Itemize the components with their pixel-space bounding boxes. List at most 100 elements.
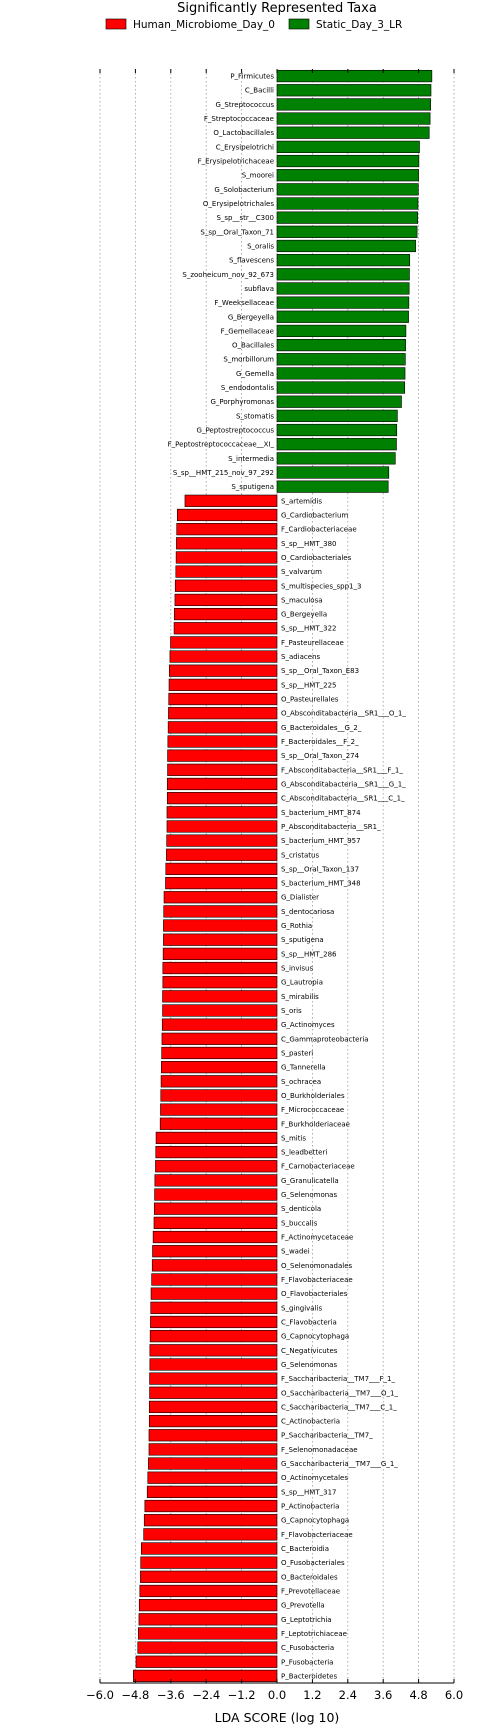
bar: [276, 169, 419, 182]
bar: [152, 1230, 278, 1244]
bar: [148, 1400, 278, 1414]
bar: [166, 848, 278, 861]
taxon-label: S_mirabilis: [281, 993, 319, 1001]
taxon-label: S_sp__HMT_225: [281, 681, 336, 689]
taxon-label: F_Carnobacteriaceae: [281, 1163, 355, 1171]
taxon-label: S_sp__Oral_Taxon_274: [281, 752, 360, 760]
bar: [276, 183, 419, 196]
taxon-label: S_zooheicum_nov_92_673: [182, 271, 274, 279]
taxon-label: S_sp__HMT_317: [281, 1488, 336, 1496]
bar: [276, 84, 432, 97]
taxon-label: C_Erysipelotrichi: [216, 143, 274, 151]
bar: [276, 353, 406, 366]
bar: [151, 1259, 278, 1272]
bar: [149, 1330, 278, 1343]
bar: [276, 254, 411, 267]
taxon-label: F_Weeksellaceae: [214, 299, 274, 307]
bar: [168, 678, 278, 691]
bar: [276, 126, 430, 139]
bar: [276, 423, 398, 437]
x-axis: −6.0 −4.8 −3.6 −2.4 −1.2 0.0 1.2 2.4 3.6 4.8 6.0: [86, 69, 463, 1702]
taxon-label: O_Absconditabacteria__SR1___O_1_: [281, 710, 406, 718]
bar: [162, 947, 278, 960]
bar: [151, 1273, 278, 1286]
taxon-label: O_Actinomycetales: [281, 1474, 348, 1482]
bar: [162, 990, 278, 1003]
bar: [150, 1315, 278, 1329]
bar: [276, 438, 397, 451]
bar: [160, 1075, 278, 1088]
taxon-label: S_sp__str__C300: [216, 214, 274, 222]
taxon-label: subflava: [244, 285, 274, 293]
taxon-label: S_oris: [281, 1007, 302, 1015]
x-tick-label: −1.2: [228, 1688, 256, 1702]
bar: [276, 239, 416, 253]
legend-swatch-static: [288, 18, 310, 30]
taxon-label: G_Streptococcus: [215, 101, 274, 109]
taxon-label: S_sp__Oral_Taxon_E83: [281, 667, 359, 675]
taxon-label: P_Fusobacteria: [281, 1658, 333, 1666]
taxon-label: S_sp__Oral_Taxon_137: [281, 865, 359, 873]
bar: [148, 1414, 278, 1428]
taxon-label: C_Gammaproteobacteria: [281, 1035, 369, 1043]
taxon-label: G_Solobacterium: [214, 186, 274, 194]
bar: [138, 1599, 278, 1612]
taxon-label: S_endodontalis: [221, 384, 274, 392]
taxon-label: F_Flavobacteriaceae: [281, 1276, 353, 1284]
taxon-label: G_Cardiobacterium: [281, 511, 348, 519]
bar: [184, 494, 278, 507]
bar: [144, 1499, 278, 1513]
chart-title: Significantly Represented Taxa: [177, 1, 377, 16]
taxon-label: C_Negativicutes: [281, 1347, 338, 1355]
bar: [155, 1145, 278, 1159]
bar: [166, 777, 278, 791]
taxon-label: G_Saccharibacteria__TM7___G_1_: [281, 1460, 398, 1468]
taxon-label: S_bacterium_HMT_874: [281, 809, 361, 817]
taxon-label: C_Bacteroidia: [281, 1545, 329, 1553]
bar: [153, 1216, 278, 1229]
bar: [276, 140, 420, 153]
taxon-label: F_Actinomycetaceae: [281, 1234, 353, 1242]
bar: [148, 1429, 278, 1442]
bar: [276, 154, 420, 168]
taxon-label: G_Granulicatella: [281, 1177, 339, 1185]
taxon-label: F_Bacteroidales__F_2_: [281, 738, 359, 746]
taxon-label: F_Peptostreptococcaceae__XI_: [168, 441, 275, 449]
x-tick-label: 1.2: [303, 1688, 321, 1702]
taxon-label: S_cristatus: [281, 851, 319, 859]
taxon-label: S_flavescens: [229, 257, 274, 265]
taxon-label: S_dentocariosa: [281, 908, 334, 916]
taxon-label: P_Saccharibacteria__TM7_: [281, 1432, 373, 1440]
bar: [149, 1386, 278, 1399]
bar: [159, 1117, 278, 1130]
bar: [166, 834, 278, 847]
taxon-label: S_oralis: [247, 242, 274, 250]
bar: [170, 636, 278, 649]
legend-label-human: Human_Microbiome_Day_0: [133, 19, 275, 31]
bar: [167, 763, 278, 776]
bar: [161, 1018, 278, 1031]
taxon-label: C_Absconditabacteria__SR1___C_1_: [281, 795, 405, 803]
taxon-label: C_Flavobacteria: [281, 1318, 337, 1326]
x-tick-label: −4.8: [121, 1688, 149, 1702]
bar: [276, 452, 396, 465]
taxon-label: P_Absconditabacteria__SR1_: [281, 823, 381, 831]
taxon-label: O_Burkholderiales: [281, 1092, 345, 1100]
bar: [160, 1103, 278, 1116]
bar: [162, 1004, 278, 1017]
taxon-label: G_Actinomyces: [281, 1021, 335, 1029]
taxon-label: O_Cardiobacteriales: [281, 554, 352, 562]
taxon-label: O_Flavobacteriales: [281, 1290, 348, 1298]
bar: [174, 607, 278, 621]
bar: [165, 876, 278, 890]
bar: [175, 551, 278, 564]
taxon-label: S_maculosa: [281, 596, 323, 604]
taxon-label: S_sp__Oral_Taxon_71: [200, 228, 274, 236]
bar: [166, 820, 278, 833]
bar: [148, 1443, 278, 1456]
taxon-label: F_Gemellaceae: [221, 327, 274, 335]
bar: [133, 1669, 278, 1683]
bar: [163, 905, 278, 918]
x-tick-label: −6.0: [86, 1688, 114, 1702]
taxon-label: G_Leptotrichia: [281, 1616, 332, 1624]
